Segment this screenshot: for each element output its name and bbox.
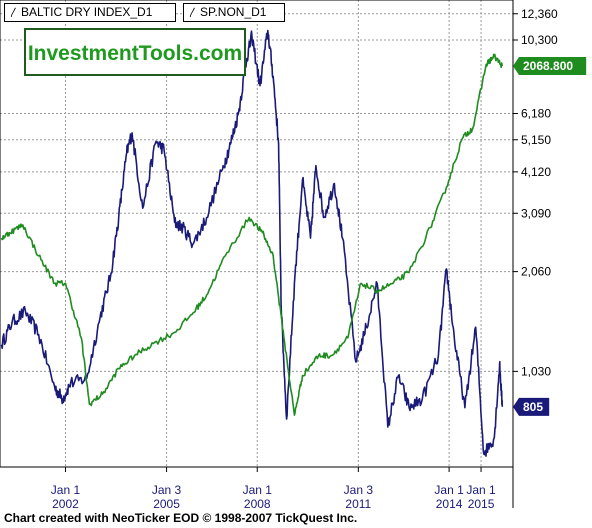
x-tick-label: Jan 3 [152, 483, 182, 497]
x-tick-label: 2002 [52, 497, 79, 511]
x-tick-label: Jan 1 [434, 483, 464, 497]
y-tick-label: 10,300 [521, 33, 558, 47]
last-value-labels: 805 2068.800 [513, 56, 587, 416]
y-tick-label: 5,150 [521, 133, 551, 147]
x-tick-label: 2008 [244, 497, 271, 511]
y-tick-label: 2,060 [521, 265, 551, 279]
last-value-label: 2068.800 [523, 59, 573, 73]
series-line-baltic [0, 29, 504, 457]
last-value-label: 805 [523, 400, 543, 414]
y-tick-label: 3,090 [521, 206, 551, 220]
y-tick-label: 1,030 [521, 364, 551, 378]
series-layer [0, 29, 504, 457]
line-chart-icon: 〳 [9, 8, 19, 19]
x-tick-label: Jan 1 [51, 483, 81, 497]
x-tick-label: Jan 1 [466, 483, 496, 497]
legend-label-sp: SP.NON_D1 [200, 5, 267, 19]
y-tick-label: 12,360 [521, 7, 558, 21]
grid [0, 0, 513, 467]
footer-credit: Chart created with NeoTicker EOD © 1998-… [4, 511, 358, 525]
y-axis: 1,030 2,060 3,090 4,120 5,150 6,180 10,300 12,3… [513, 7, 558, 378]
last-value-badge [513, 397, 550, 416]
x-tick-label: Jan 3 [344, 483, 374, 497]
legend-item-baltic[interactable]: 〳 BALTIC DRY INDEX_D1 [4, 3, 176, 22]
x-tick-label: 2005 [153, 497, 180, 511]
y-tick-label: 4,120 [521, 165, 551, 179]
brand-logo: InvestmentTools.com [24, 28, 246, 76]
x-tick-label: 2015 [468, 497, 495, 511]
x-tick-label: 2011 [345, 497, 371, 511]
last-value-badge [513, 56, 587, 75]
line-chart-icon: 〳 [188, 8, 198, 19]
x-tick-label: 2014 [436, 497, 463, 511]
y-tick-label: 6,180 [521, 107, 551, 121]
series-line-sp [0, 53, 504, 416]
x-tick-label: Jan 1 [243, 483, 273, 497]
legend-label-baltic: BALTIC DRY INDEX_D1 [21, 5, 153, 19]
legend-item-sp[interactable]: 〳 SP.NON_D1 [183, 3, 285, 22]
